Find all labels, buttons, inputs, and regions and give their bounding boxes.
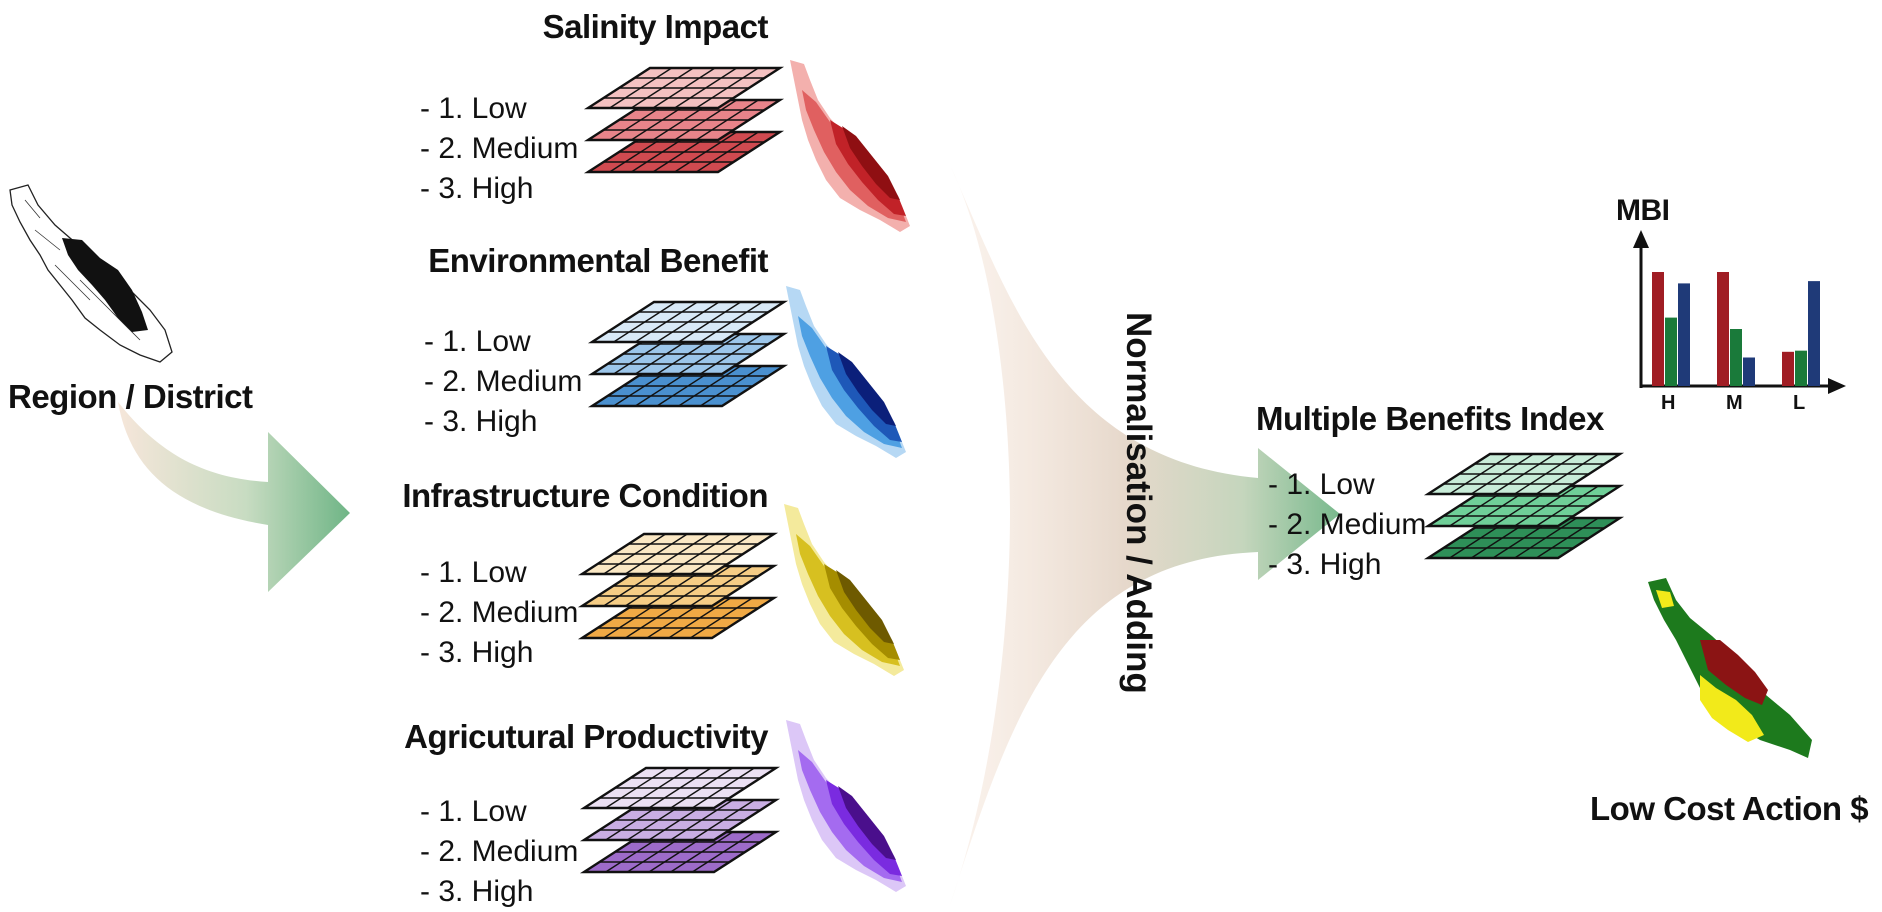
- environmental-levels: - 1. Low - 2. Medium - 3. High: [424, 322, 582, 442]
- infrastructure-levels: - 1. Low - 2. Medium - 3. High: [420, 553, 578, 673]
- layer-title-infrastructure: Infrastructure Condition: [402, 477, 768, 514]
- chart-y-label: MBI: [1616, 194, 1670, 227]
- chart-bar: [1665, 317, 1677, 386]
- layer-map: [790, 60, 910, 232]
- level-low: - 1. Low: [1268, 468, 1375, 501]
- mbi-levels: - 1. Low - 2. Medium - 3. High: [1268, 465, 1426, 585]
- chart-bar: [1795, 350, 1807, 386]
- chart-bar: [1652, 272, 1664, 386]
- chart-y-arrowhead: [1633, 230, 1649, 248]
- level-high: - 3. High: [420, 172, 534, 205]
- level-medium: - 2. Medium: [420, 596, 579, 629]
- grid-layer: [587, 300, 789, 344]
- layer-map: [786, 286, 906, 458]
- action-map: [1648, 578, 1812, 758]
- level-low: - 1. Low: [420, 556, 527, 589]
- layer-title-environmental: Environmental Benefit: [428, 242, 768, 279]
- level-medium: - 2. Medium: [1268, 508, 1427, 541]
- layer-map: [786, 720, 906, 892]
- grid-layer: [1423, 484, 1625, 528]
- salinity-levels: - 1. Low - 2. Medium - 3. High: [420, 89, 578, 209]
- chart-bar: [1730, 329, 1742, 386]
- chart-bar: [1717, 272, 1729, 386]
- layer-maps: [784, 60, 910, 892]
- chart-category-label: H: [1661, 392, 1676, 414]
- grid-layer: [1423, 452, 1625, 496]
- agricultural-levels: - 1. Low - 2. Medium - 3. High: [420, 792, 578, 912]
- chart-bar: [1743, 357, 1755, 386]
- chart-bar: [1782, 351, 1794, 386]
- grid-stack: [587, 300, 789, 408]
- grid-layer: [577, 564, 779, 608]
- level-high: - 3. High: [420, 636, 534, 669]
- grid-stack: [583, 66, 785, 174]
- layer-title-salinity: Salinity Impact: [542, 8, 769, 45]
- mbi-title: Multiple Benefits Index: [1256, 400, 1604, 437]
- grid-layer: [577, 532, 779, 576]
- level-medium: - 2. Medium: [420, 835, 579, 868]
- level-medium: - 2. Medium: [420, 132, 579, 165]
- layer-map: [784, 504, 904, 676]
- layer-title-agricultural: Agricutural Productivity: [404, 718, 768, 755]
- grid-layer: [587, 364, 789, 408]
- action-label: Low Cost Action $: [1590, 790, 1869, 827]
- level-low: - 1. Low: [420, 92, 527, 125]
- grid-layer: [579, 766, 781, 810]
- chart-bar: [1678, 283, 1690, 386]
- process-label: Normalisation / Adding: [1119, 312, 1158, 694]
- grid-layer: [579, 830, 781, 874]
- chart-bar: [1808, 281, 1820, 386]
- level-high: - 3. High: [424, 405, 538, 438]
- chart-category-label: L: [1793, 392, 1806, 414]
- grid-stack: [579, 766, 781, 874]
- mbi-chart: [1633, 230, 1846, 394]
- level-low: - 1. Low: [424, 325, 531, 358]
- level-high: - 3. High: [1268, 548, 1382, 581]
- region-label: Region / District: [8, 378, 253, 415]
- grid-layer: [1423, 516, 1625, 560]
- mbi-grid-stack: [1423, 452, 1625, 560]
- chart-category-label: M: [1726, 392, 1743, 414]
- aggregation-funnel-shape: [950, 165, 1340, 905]
- chart-x-arrowhead: [1828, 378, 1846, 394]
- level-high: - 3. High: [420, 875, 534, 908]
- grid-layer: [583, 66, 785, 110]
- level-low: - 1. Low: [420, 795, 527, 828]
- grid-stack: [577, 532, 779, 640]
- input-arrow: [118, 402, 350, 592]
- level-medium: - 2. Medium: [424, 365, 583, 398]
- region-map: [9, 184, 173, 363]
- grid-stacks: [577, 66, 1625, 874]
